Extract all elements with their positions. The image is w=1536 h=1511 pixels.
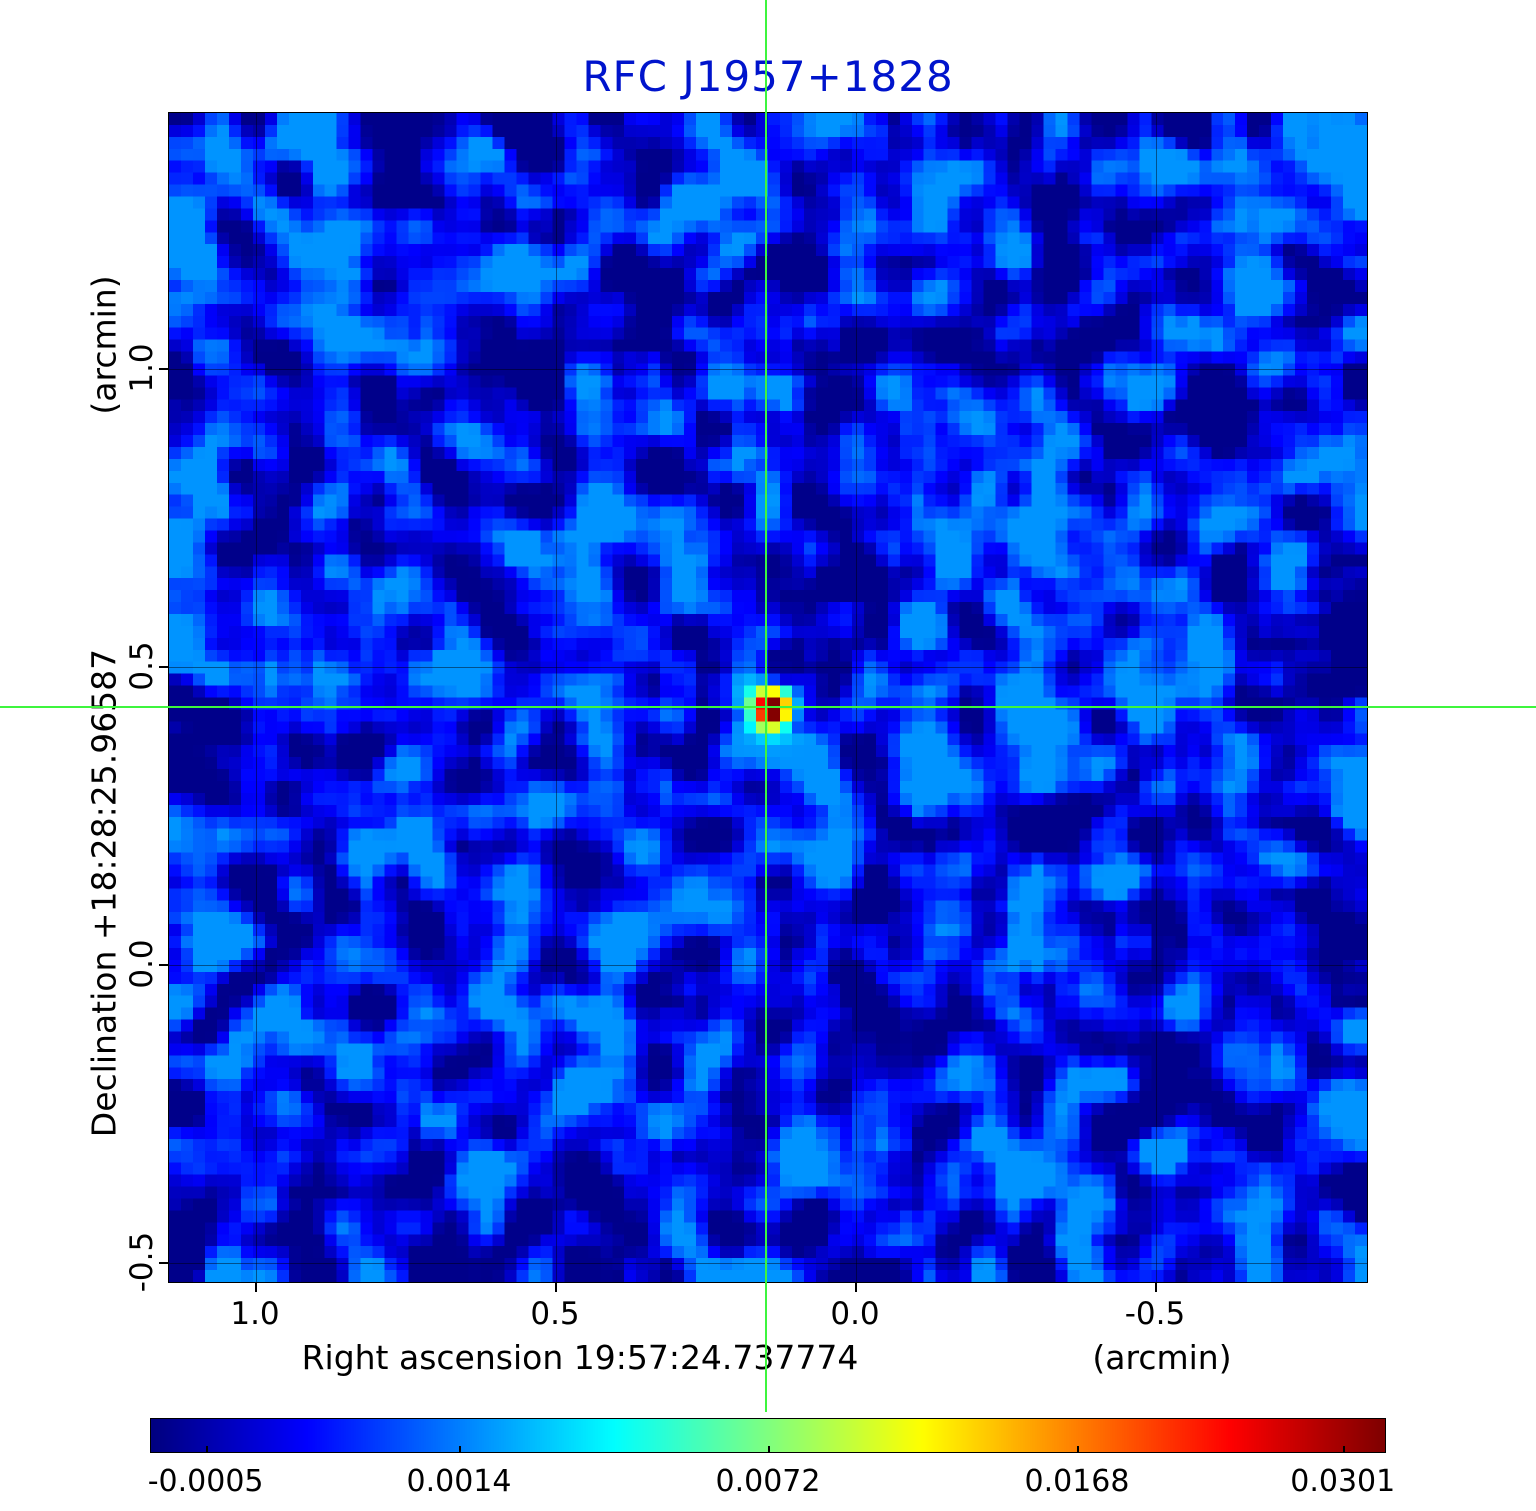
y-tick-label: 0.0 [124, 939, 160, 989]
x-axis-tick [555, 1283, 557, 1292]
y-tick-label: 0.5 [124, 641, 160, 691]
y-axis-unit-label: (arcmin) [84, 275, 124, 415]
y-tick-label: 1.0 [124, 343, 160, 393]
y-axis-tick [159, 368, 168, 371]
colorbar-tick [1342, 1446, 1345, 1453]
gridline-horizontal [169, 667, 1367, 669]
gridline-horizontal [169, 1263, 1367, 1265]
sky-map-canvas [169, 113, 1367, 1282]
x-axis-label: Right ascension 19:57:24.737774 [301, 1338, 859, 1377]
x-axis-tick [255, 1283, 257, 1292]
gridline-vertical [256, 113, 257, 1282]
crosshair-horizontal-line [0, 706, 1536, 708]
y-axis-label: Declination +18:28:25.96587 [84, 648, 124, 1138]
y-axis-tick [159, 1262, 168, 1265]
gridline-vertical [856, 113, 857, 1282]
colorbar-tick [1077, 1446, 1079, 1453]
page-title: RFC J1957+1828 [582, 52, 954, 101]
gridline-horizontal [169, 369, 1367, 371]
gridline-vertical [556, 113, 557, 1282]
x-tick-label: 0.5 [530, 1296, 580, 1332]
x-tick-label: 1.0 [230, 1296, 280, 1332]
colorbar-tick [205, 1446, 208, 1453]
x-axis-tick [1155, 1283, 1157, 1292]
colorbar-tick [459, 1446, 461, 1453]
y-axis-tick [159, 666, 168, 669]
colorbar-tick-label: 0.0072 [715, 1464, 821, 1499]
x-axis-tick [855, 1283, 857, 1292]
x-tick-label: 0.0 [830, 1296, 880, 1332]
colorbar-tick [768, 1446, 770, 1453]
colorbar-tick-label: -0.0005 [147, 1464, 264, 1499]
gridline-vertical [1156, 113, 1157, 1282]
colorbar-tick-label: 0.0014 [406, 1464, 512, 1499]
colorbar-tick-label: 0.0301 [1290, 1464, 1396, 1499]
y-axis-tick [159, 964, 168, 967]
gridline-horizontal [169, 965, 1367, 967]
sky-map-plot [168, 112, 1368, 1283]
y-tick-label: -0.5 [124, 1231, 160, 1293]
x-tick-label: -0.5 [1124, 1296, 1186, 1332]
x-axis-unit-label: (arcmin) [1092, 1338, 1232, 1377]
colorbar-tick-label: 0.0168 [1024, 1464, 1130, 1499]
